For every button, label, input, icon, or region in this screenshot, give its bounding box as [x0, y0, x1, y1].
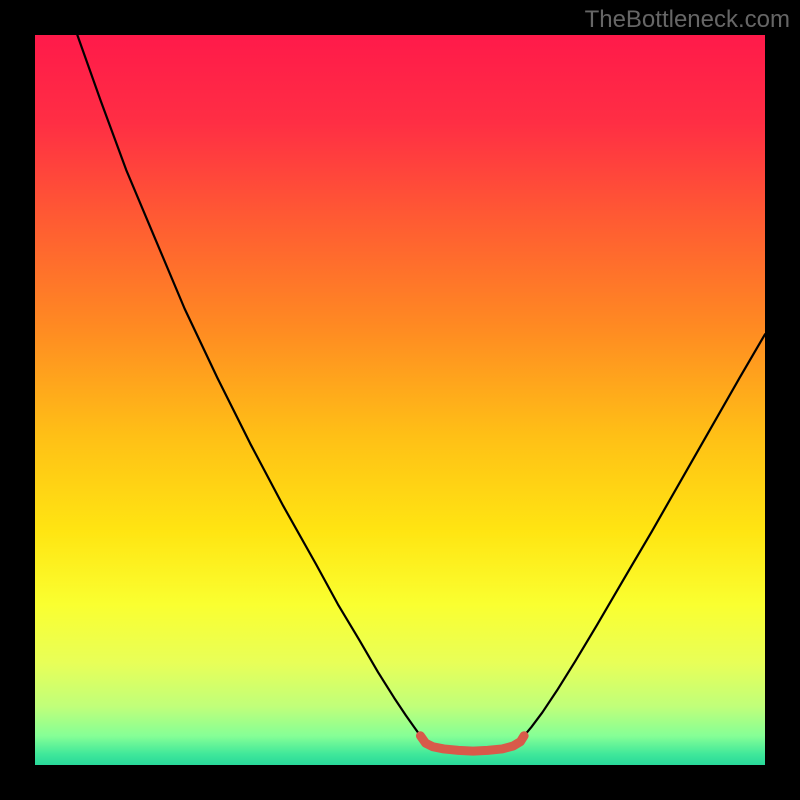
chart-container: TheBottleneck.com: [0, 0, 800, 800]
chart-svg: [35, 35, 765, 765]
plot-area: [35, 35, 765, 765]
watermark-text: TheBottleneck.com: [585, 6, 790, 34]
gradient-background: [35, 35, 765, 765]
